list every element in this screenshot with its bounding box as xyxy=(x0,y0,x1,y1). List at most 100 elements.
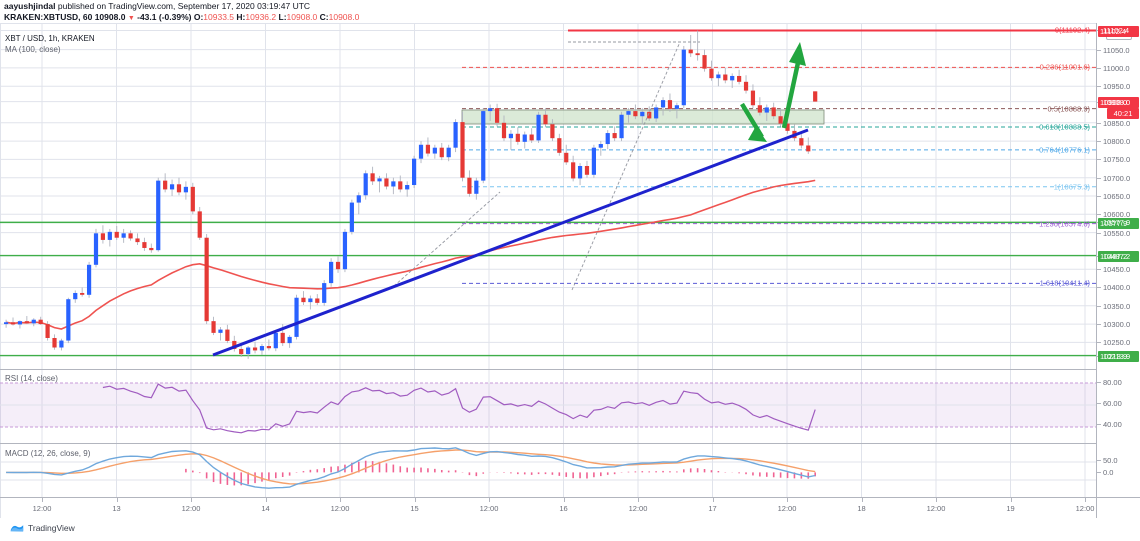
time-tick-label: 12:00 xyxy=(1075,504,1095,513)
price-tick-label: 10300.0 xyxy=(1103,320,1131,330)
macd-tick xyxy=(1097,459,1101,461)
rsi-tick xyxy=(1097,382,1101,384)
fibonacci-level-label: 0(11102.4) xyxy=(1054,25,1090,35)
tradingview-brand-label: TradingView xyxy=(28,523,75,533)
price-tick xyxy=(1097,305,1101,307)
rsi-tick xyxy=(1097,424,1101,426)
time-tick-label: 15 xyxy=(410,504,419,513)
change-value: -43.1 (-0.39%) xyxy=(137,12,192,22)
price-tick xyxy=(1097,324,1101,326)
open-label: O: xyxy=(193,12,204,22)
author-name[interactable]: aayushjindal xyxy=(4,1,56,11)
time-tick-label: 14 xyxy=(261,504,270,513)
macd-indicator-title: MACD (12, 26, close, 9) xyxy=(5,449,91,458)
time-tick xyxy=(340,498,341,502)
macd-tick-label: 0.0 xyxy=(1103,468,1114,478)
time-tick-label: 12:00 xyxy=(479,504,499,513)
open-value: 10933.5 xyxy=(203,12,235,22)
time-tick xyxy=(489,498,490,502)
time-tick-label: 12:00 xyxy=(330,504,350,513)
tradingview-logo[interactable]: TradingView xyxy=(10,523,75,533)
close-value: 10908.0 xyxy=(328,12,360,22)
price-tick-label: 10800.0 xyxy=(1103,137,1131,147)
price-tick xyxy=(1097,196,1101,197)
fibonacci-level-label: 1(10675.3) xyxy=(1053,182,1090,192)
price-tick-label: 10250.0 xyxy=(1103,338,1131,348)
price-tick xyxy=(1097,269,1101,271)
fibonacci-level-label: 0.764(10776.1) xyxy=(1039,145,1090,155)
time-tick xyxy=(936,498,937,502)
pane-separator-rsi xyxy=(0,369,1139,370)
fibonacci-level-label: 1.618(10411.4) xyxy=(1039,278,1090,288)
symbol-label[interactable]: KRAKEN:XBTUSD, 60 xyxy=(4,12,93,22)
high-value: 10936.2 xyxy=(245,12,277,22)
fibonacci-level-label: 1.236(10574.6) xyxy=(1039,219,1090,229)
last-price-badge: 10908.0 xyxy=(1098,97,1139,109)
price-tick-label: 10700.0 xyxy=(1103,173,1131,183)
time-tick xyxy=(1085,498,1086,502)
chart-frame xyxy=(0,23,1139,518)
change-arrow-icon: ▼ xyxy=(127,15,135,22)
publish-text: published on TradingView.com, September … xyxy=(57,1,311,11)
time-tick xyxy=(414,498,416,502)
low-label: L: xyxy=(278,12,287,22)
price-axis[interactable]: 11102.4 11050.0 11000.0 10950.0 10908.0 10850… xyxy=(1096,23,1140,518)
time-axis[interactable]: 12:00 13 12:00 14 12:00 15 12:00 16 12:00 17 12:00… xyxy=(0,497,1140,518)
time-tick xyxy=(42,498,43,502)
ma-indicator-title: MA (100, close) xyxy=(5,45,61,54)
price-tick-label: 10750.0 xyxy=(1103,155,1131,165)
rsi-tick-label: 40.00 xyxy=(1103,420,1122,430)
support-badge-1: 10577.9 xyxy=(1098,217,1139,229)
price-tick xyxy=(1097,287,1101,289)
fibonacci-level-label: 0.236(11001.6) xyxy=(1039,62,1090,72)
chart-footer: TradingView xyxy=(0,518,1140,541)
price-tick-label: 10950.0 xyxy=(1103,82,1131,92)
time-tick xyxy=(116,498,118,502)
price-tick xyxy=(1097,159,1101,161)
support-badge-2: 10487.2 xyxy=(1098,251,1139,263)
price-tick xyxy=(1097,232,1101,234)
price-tick xyxy=(1097,122,1101,124)
time-tick-label: 17 xyxy=(708,504,717,513)
price-tick xyxy=(1097,141,1101,143)
low-value: 10908.0 xyxy=(286,12,318,22)
price-tick-label: 10577.9 xyxy=(1103,218,1131,228)
pane-separator-macd xyxy=(0,443,1139,444)
price-tick xyxy=(1097,177,1101,179)
time-tick xyxy=(191,498,192,502)
price-tick xyxy=(1097,67,1101,69)
high-price-badge: 11102.4 xyxy=(1098,25,1139,37)
high-label: H: xyxy=(236,12,246,22)
price-tick-label: 10487.2 xyxy=(1103,251,1131,261)
publish-line: aayushjindal published on TradingView.co… xyxy=(4,1,310,12)
price-tick-label: 10450.0 xyxy=(1103,265,1131,275)
time-tick xyxy=(563,498,565,502)
price-tick xyxy=(1097,214,1101,216)
tradingview-logo-icon xyxy=(10,525,24,532)
countdown-badge: 40:21 xyxy=(1107,107,1139,119)
time-tick-label: 12:00 xyxy=(777,504,797,513)
close-label: C: xyxy=(319,12,329,22)
price-tick xyxy=(1097,342,1101,344)
price-tick-label: 10850.0 xyxy=(1103,118,1131,128)
rsi-tick xyxy=(1097,403,1101,405)
price-tick xyxy=(1097,49,1101,51)
price-tick-label: 10350.0 xyxy=(1103,301,1131,311)
price-tick-label: 11050.0 xyxy=(1103,45,1130,55)
rsi-tick-label: 80.00 xyxy=(1103,378,1122,388)
price-tick-label: 10400.0 xyxy=(1103,283,1131,293)
time-tick xyxy=(1010,498,1012,502)
time-tick-label: 12:00 xyxy=(628,504,648,513)
price-tick-label: 10908.0 xyxy=(1103,97,1131,107)
rsi-tick-label: 60.00 xyxy=(1103,399,1122,409)
time-tick xyxy=(638,498,639,502)
time-tick-label: 13 xyxy=(112,504,121,513)
quote-line: KRAKEN:XBTUSD, 60 10908.0 ▼ -43.1 (-0.39… xyxy=(4,12,359,24)
last-price: 10908.0 xyxy=(94,12,126,22)
time-tick xyxy=(712,498,714,502)
time-tick-label: 18 xyxy=(857,504,866,513)
macd-tick-label: 50.0 xyxy=(1103,455,1118,465)
time-tick-label: 12:00 xyxy=(926,504,946,513)
price-tick-label: 10600.0 xyxy=(1103,210,1131,220)
